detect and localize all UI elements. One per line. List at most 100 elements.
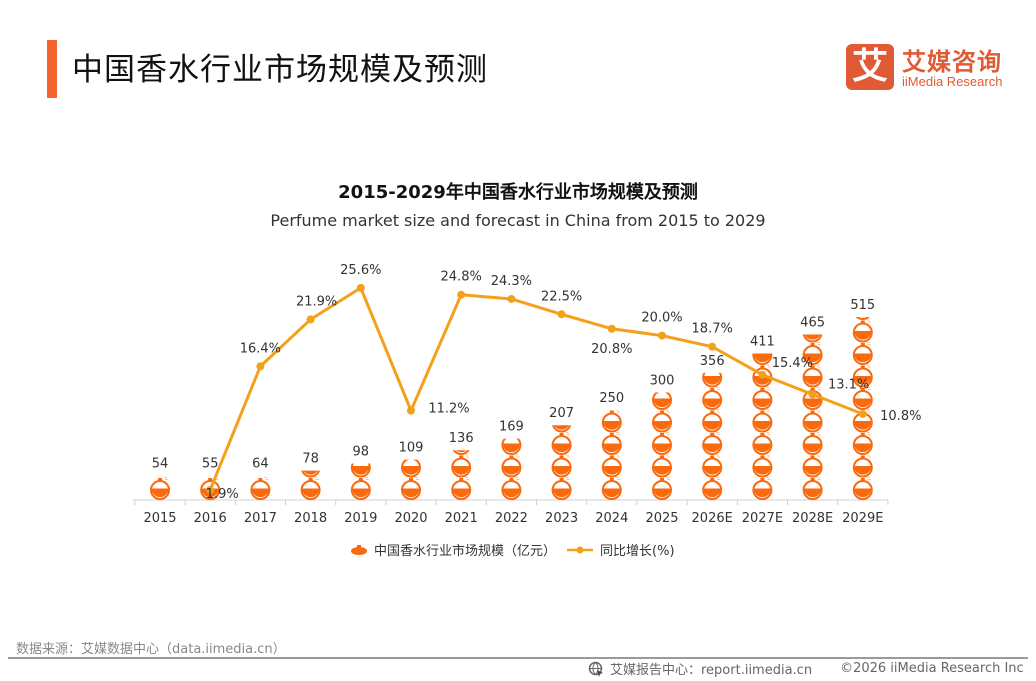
x-tick-label: 2016 <box>194 511 227 526</box>
perfume-bottle-icon <box>501 438 522 455</box>
growth-value-label: 16.4% <box>240 341 281 356</box>
perfume-bottle-icon <box>852 453 873 478</box>
bar-value-label: 169 <box>499 420 524 435</box>
perfume-bottle-icon <box>451 476 472 500</box>
bar-2015 <box>150 476 170 500</box>
perfume-bottle-icon <box>752 386 773 410</box>
perfume-bottle-icon <box>802 453 823 478</box>
bar-value-label: 465 <box>800 316 825 331</box>
growth-value-label: 18.7% <box>692 322 733 337</box>
perfume-bottle-icon <box>501 453 522 478</box>
growth-value-label: 24.8% <box>441 270 482 285</box>
perfume-bottle-icon <box>451 453 472 478</box>
bar-value-label: 207 <box>549 406 574 421</box>
growth-point <box>557 310 566 319</box>
x-tick-label: 2024 <box>595 511 628 526</box>
report-center-link[interactable]: 艾媒报告中心：report.iimedia.cn <box>610 663 813 678</box>
growth-point <box>356 283 365 292</box>
perfume-bottle-icon <box>652 408 672 433</box>
x-tick-label: 2023 <box>545 511 578 526</box>
page-title: 中国香水行业市场规模及预测 <box>72 52 488 88</box>
perfume-bottle-icon <box>250 476 271 500</box>
perfume-bottle-icon <box>702 431 723 455</box>
perfume-bottle-icon <box>852 318 873 343</box>
bar-2024 <box>601 410 622 500</box>
growth-point <box>858 409 867 418</box>
legend-item-growth[interactable]: 同比增长(%) <box>566 540 675 559</box>
bar-value-label: 250 <box>599 391 624 406</box>
data-source: 数据来源：艾媒数据中心（data.iimedia.cn） <box>16 642 286 657</box>
growth-value-label: 15.4% <box>772 356 813 371</box>
perfume-bottle-icon <box>601 431 622 455</box>
bar-2020 <box>401 459 421 500</box>
perfume-bottle-icon <box>351 544 367 555</box>
growth-point <box>658 331 666 340</box>
perfume-bottle-icon <box>752 453 773 478</box>
bar-value-label: 109 <box>399 441 424 456</box>
growth-point <box>607 324 616 333</box>
x-tick-label: 2019 <box>344 511 377 526</box>
perfume-bottle-icon <box>802 431 823 455</box>
perfume-bottle-icon <box>652 392 672 410</box>
footer: 艾媒报告中心：report.iimedia.cn ©2026 iiMedia R… <box>588 659 1024 678</box>
perfume-bottle-icon <box>551 453 572 478</box>
bar-value-label: 98 <box>353 445 370 460</box>
bar-2025 <box>652 392 672 500</box>
perfume-bottle-icon <box>551 431 572 455</box>
perfume-bottle-icon <box>702 408 723 433</box>
perfume-bottle-icon <box>802 476 823 500</box>
perfume-bottle-icon <box>802 408 823 433</box>
perfume-bottle-icon <box>401 459 421 478</box>
perfume-bottle-icon <box>652 453 672 478</box>
growth-point <box>407 406 415 415</box>
bar-2027E <box>752 353 773 500</box>
bar-value-label: 515 <box>850 298 875 313</box>
perfume-bottle-icon <box>702 386 723 410</box>
bar-2022 <box>501 438 522 500</box>
growth-value-label: 1.9% <box>206 487 239 502</box>
growth-value-label: 25.6% <box>340 263 381 278</box>
growth-value-label: 20.8% <box>591 342 632 357</box>
growth-point <box>256 362 265 371</box>
growth-value-label: 22.5% <box>541 289 582 304</box>
x-tick-label: 2026E <box>692 511 733 526</box>
perfume-bottle-icon <box>852 341 873 365</box>
x-tick-label: 2022 <box>495 511 528 526</box>
bar-value-label: 356 <box>700 354 725 369</box>
growth-point <box>457 290 466 299</box>
growth-value-label: 20.0% <box>641 311 682 326</box>
globe-cursor-icon <box>588 661 603 677</box>
perfume-bottle-icon <box>852 476 873 500</box>
growth-value-label: 21.9% <box>296 294 337 309</box>
x-tick-label: 2020 <box>394 511 427 526</box>
title-accent-bar <box>47 40 57 98</box>
x-tick-label: 2018 <box>294 511 327 526</box>
bar-2023 <box>551 425 572 500</box>
growth-point <box>708 342 717 351</box>
x-tick-label: 2017 <box>244 511 277 526</box>
chart-subtitle: Perfume market size and forecast in Chin… <box>270 211 766 230</box>
growth-point <box>306 315 315 324</box>
bar-value-label: 300 <box>650 374 675 389</box>
chart-title: 2015-2029年中国香水行业市场规模及预测 <box>338 182 698 203</box>
bar-2017 <box>250 476 271 500</box>
growth-value-label: 11.2% <box>428 402 469 417</box>
bar-value-label: 78 <box>302 452 319 467</box>
perfume-bottle-icon <box>702 476 723 500</box>
legend-item-market-size[interactable]: 中国香水行业市场规模（亿元） <box>350 540 556 559</box>
growth-value-label: 24.3% <box>491 274 532 289</box>
bar-2019 <box>350 463 371 500</box>
bar-value-label: 55 <box>202 457 219 472</box>
growth-point <box>808 390 817 399</box>
growth-value-label: 13.1% <box>828 377 869 392</box>
perfume-bottle-icon <box>752 408 773 433</box>
logo-cn-text: 艾媒咨询 <box>902 48 1002 76</box>
iimedia-logo: 艾 艾媒咨询 iiMedia Research <box>846 44 1016 94</box>
copyright: ©2026 iiMedia Research Inc <box>840 661 1024 676</box>
growth-point <box>507 294 516 303</box>
logo-mark-icon: 艾 <box>846 44 894 90</box>
bar-value-label: 54 <box>152 457 169 472</box>
perfume-bottle-icon <box>350 476 371 500</box>
x-tick-label: 2029E <box>842 511 883 526</box>
